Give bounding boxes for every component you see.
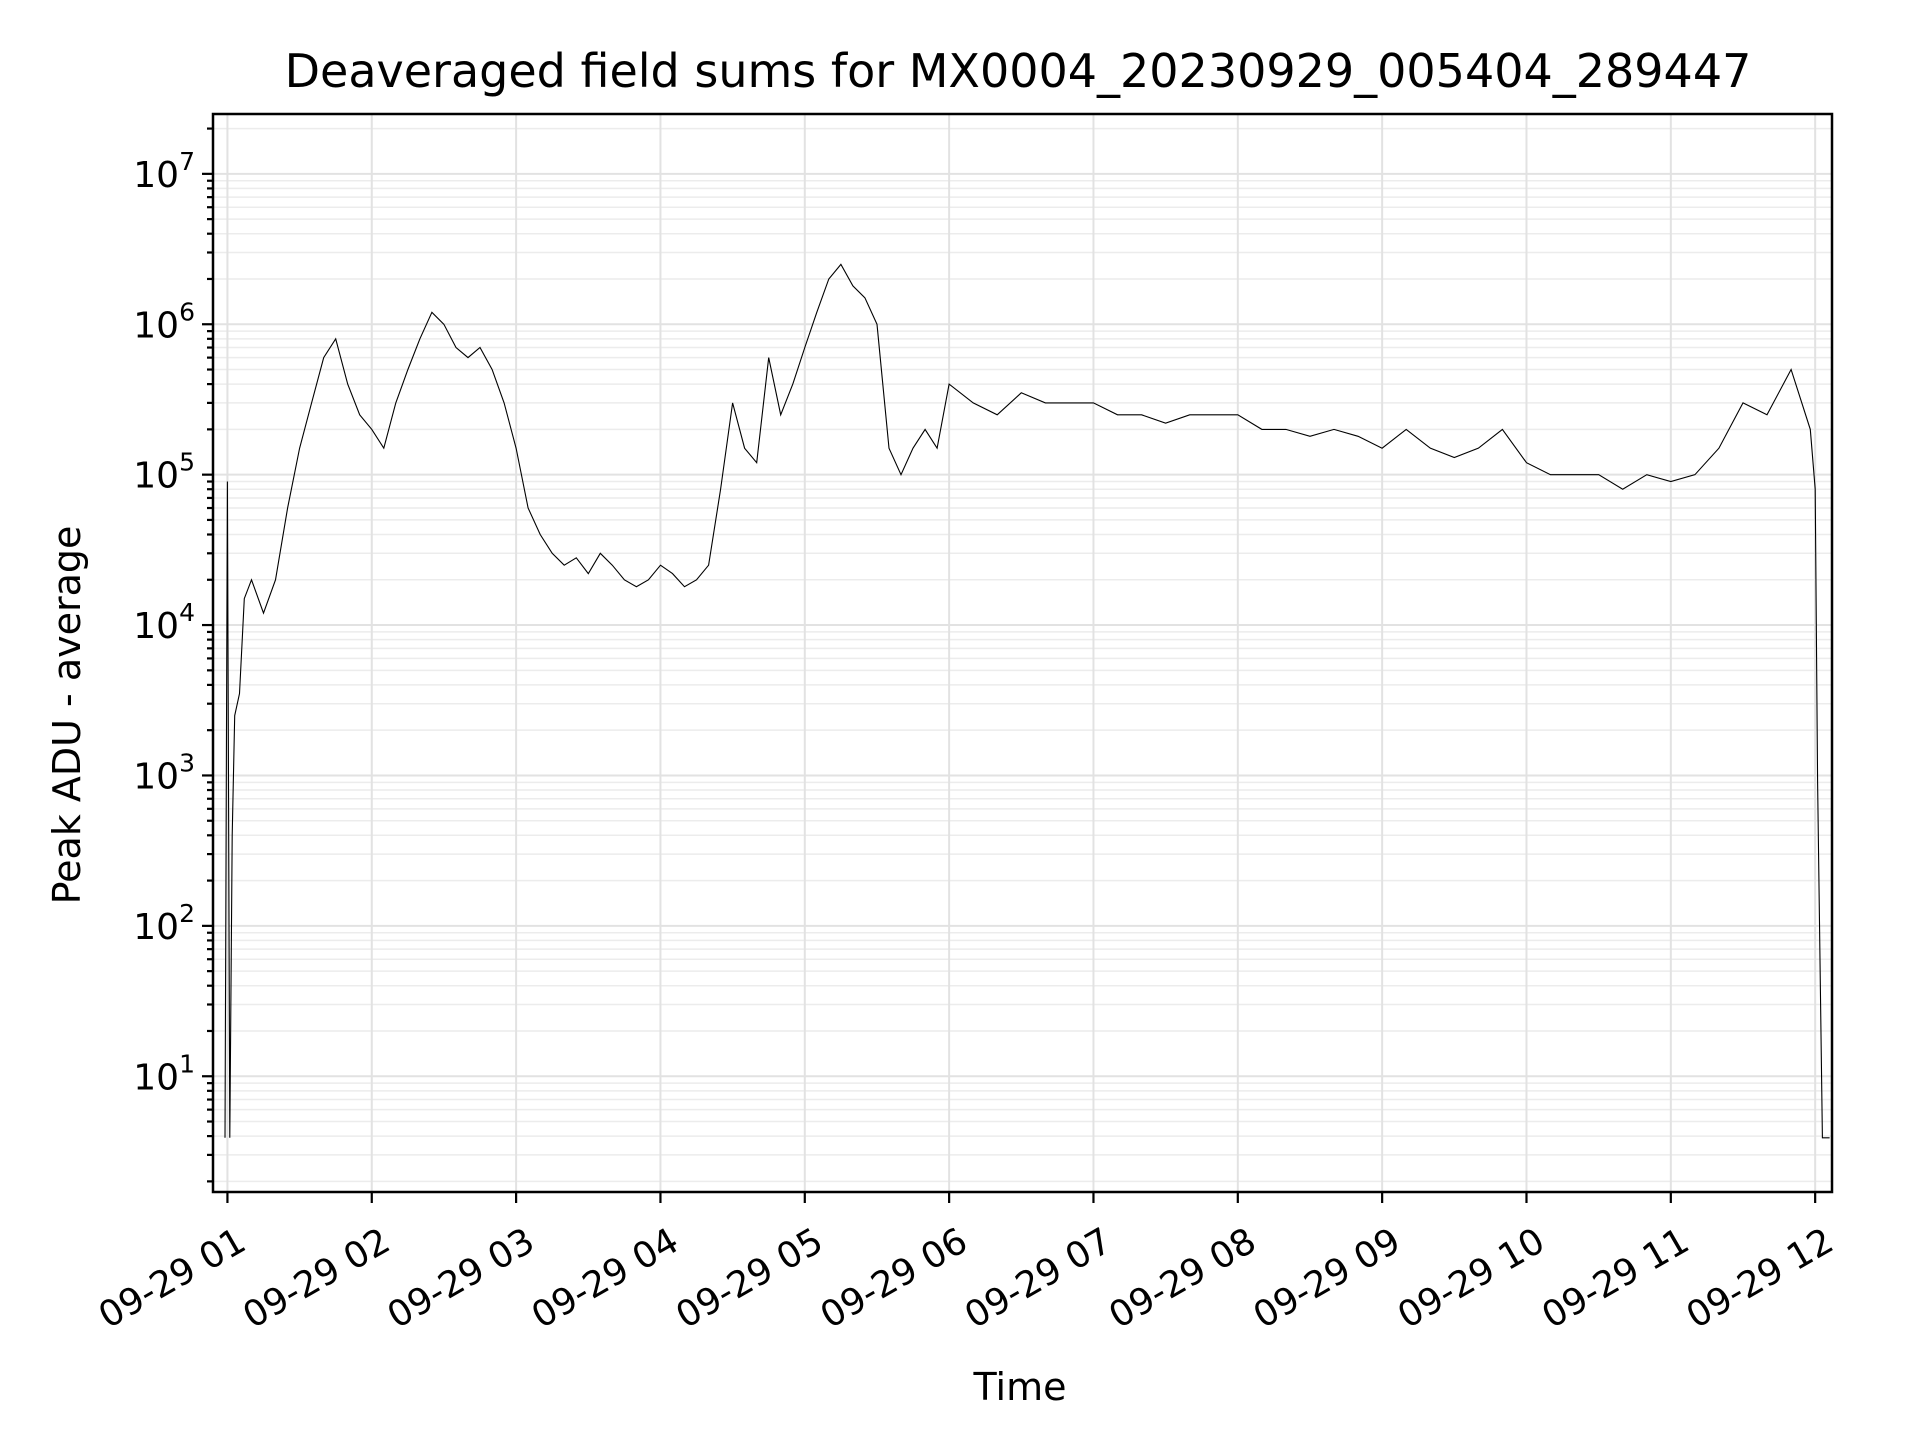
y-tick-label: 101 xyxy=(133,1049,195,1098)
y-tick-label: 104 xyxy=(133,598,195,647)
x-tick-label: 09-29 03 xyxy=(381,1220,542,1336)
x-axis-label: Time xyxy=(973,1365,1067,1409)
y-tick-label: 107 xyxy=(133,147,195,196)
x-tick-label: 09-29 05 xyxy=(669,1220,830,1336)
x-tick-label: 09-29 11 xyxy=(1535,1220,1696,1336)
y-axis-label: Peak ADU - average xyxy=(45,526,89,905)
y-tick-label: 106 xyxy=(133,297,195,346)
y-tick-label: 105 xyxy=(133,448,195,497)
x-tick-label: 09-29 02 xyxy=(236,1220,397,1336)
y-tick-label: 103 xyxy=(133,748,195,797)
x-tick-label: 09-29 04 xyxy=(525,1220,686,1336)
y-axis: 101 102 103 104 105 106 107 xyxy=(133,127,213,1183)
x-tick-label: 09-29 01 xyxy=(92,1220,253,1336)
plot-frame xyxy=(211,112,1834,1194)
x-tick-label: 09-29 09 xyxy=(1247,1220,1408,1336)
series-line xyxy=(224,263,1830,1139)
x-tick-label: 09-29 10 xyxy=(1391,1220,1552,1336)
chart-title: Deaveraged field sums for MX0004_2023092… xyxy=(285,44,1752,98)
x-tick-label: 09-29 07 xyxy=(958,1220,1119,1336)
x-tick-label: 09-29 06 xyxy=(814,1220,975,1336)
plot-area xyxy=(224,263,1830,1139)
x-tick-label: 09-29 12 xyxy=(1680,1220,1841,1336)
grid-layer xyxy=(213,114,1832,1192)
x-tick-label: 09-29 08 xyxy=(1102,1220,1263,1336)
y-tick-label: 102 xyxy=(133,899,195,948)
